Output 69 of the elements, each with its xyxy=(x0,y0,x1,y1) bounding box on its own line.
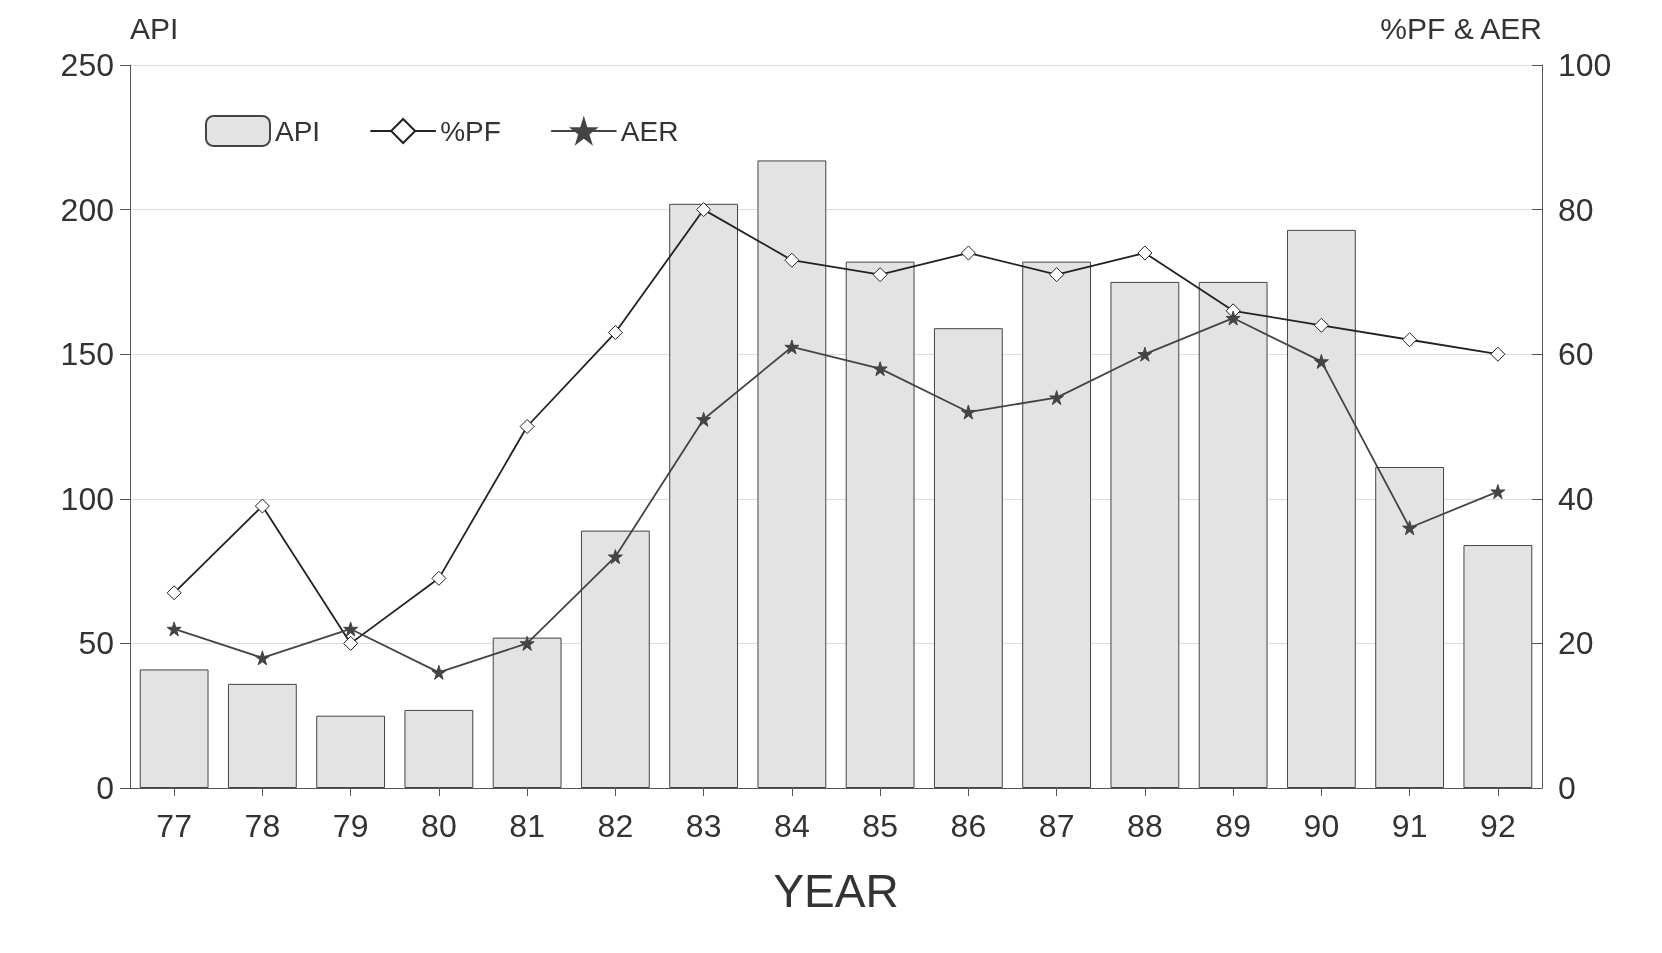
point xyxy=(960,404,976,420)
x-tick-label: 88 xyxy=(1127,808,1163,844)
x-tick-label: 81 xyxy=(509,808,545,844)
point xyxy=(166,585,182,601)
point xyxy=(1137,245,1153,261)
x-tick-label: 84 xyxy=(774,808,810,844)
y-tick-label: 100 xyxy=(60,480,114,517)
y2-tick-label: 100 xyxy=(1558,47,1612,83)
y2-tick-label: 60 xyxy=(1558,336,1594,373)
point xyxy=(784,339,800,355)
point xyxy=(1313,353,1329,369)
x-tick-label: 87 xyxy=(1038,808,1075,844)
point xyxy=(872,267,888,283)
y-tick-label: 0 xyxy=(96,770,114,806)
legend-label: %PF xyxy=(440,115,501,147)
point xyxy=(1490,346,1506,362)
x-tick-label: 92 xyxy=(1480,808,1516,844)
x-tick-label: 83 xyxy=(685,808,722,844)
point xyxy=(696,202,712,218)
x-tick-label: 78 xyxy=(244,808,281,844)
point xyxy=(166,621,182,637)
point xyxy=(519,419,535,434)
point xyxy=(960,245,976,261)
bar xyxy=(139,669,209,788)
point xyxy=(1402,520,1418,536)
y2-tick-label: 80 xyxy=(1558,191,1594,228)
x-tick-label: 86 xyxy=(950,808,987,844)
point xyxy=(343,635,359,651)
point xyxy=(1402,332,1418,348)
point xyxy=(343,621,359,637)
point xyxy=(431,664,447,680)
point xyxy=(431,570,447,586)
x-tick-label: 79 xyxy=(332,808,369,844)
point xyxy=(607,549,623,565)
legend-label: API xyxy=(275,115,321,147)
y2-tick-label: 40 xyxy=(1558,480,1594,517)
point xyxy=(1137,346,1153,362)
y-axis-title: API xyxy=(130,11,179,45)
point xyxy=(784,252,800,268)
x-tick-label: 91 xyxy=(1391,808,1428,844)
point xyxy=(254,498,270,514)
point xyxy=(872,361,888,377)
point xyxy=(1225,310,1241,326)
bar xyxy=(316,715,386,788)
point xyxy=(1490,484,1506,500)
legend-label: AER xyxy=(620,115,679,147)
y2-tick-label: 0 xyxy=(1558,770,1576,806)
y-tick-label: 200 xyxy=(60,191,114,228)
point xyxy=(1049,267,1065,283)
y-tick-label: 250 xyxy=(60,47,114,83)
x-tick-label: 85 xyxy=(862,808,898,844)
bar xyxy=(227,683,297,788)
y-tick-label: 150 xyxy=(60,336,114,373)
y2-tick-label: 20 xyxy=(1558,625,1594,662)
x-tick-label: 89 xyxy=(1215,808,1251,844)
point xyxy=(254,650,270,666)
bar xyxy=(404,709,474,788)
point xyxy=(1313,317,1329,333)
y-tick-label: 50 xyxy=(78,625,114,662)
x-axis-title: YEAR xyxy=(773,865,899,917)
x-tick-label: 80 xyxy=(421,808,457,844)
x-tick-label: 82 xyxy=(597,808,634,844)
point xyxy=(607,325,623,341)
x-tick-label: 90 xyxy=(1303,808,1340,844)
y2-axis-title: %PF & AER xyxy=(1380,11,1542,45)
x-tick-label: 77 xyxy=(156,808,192,844)
point xyxy=(1049,390,1065,406)
point xyxy=(696,411,712,427)
point xyxy=(519,635,535,651)
